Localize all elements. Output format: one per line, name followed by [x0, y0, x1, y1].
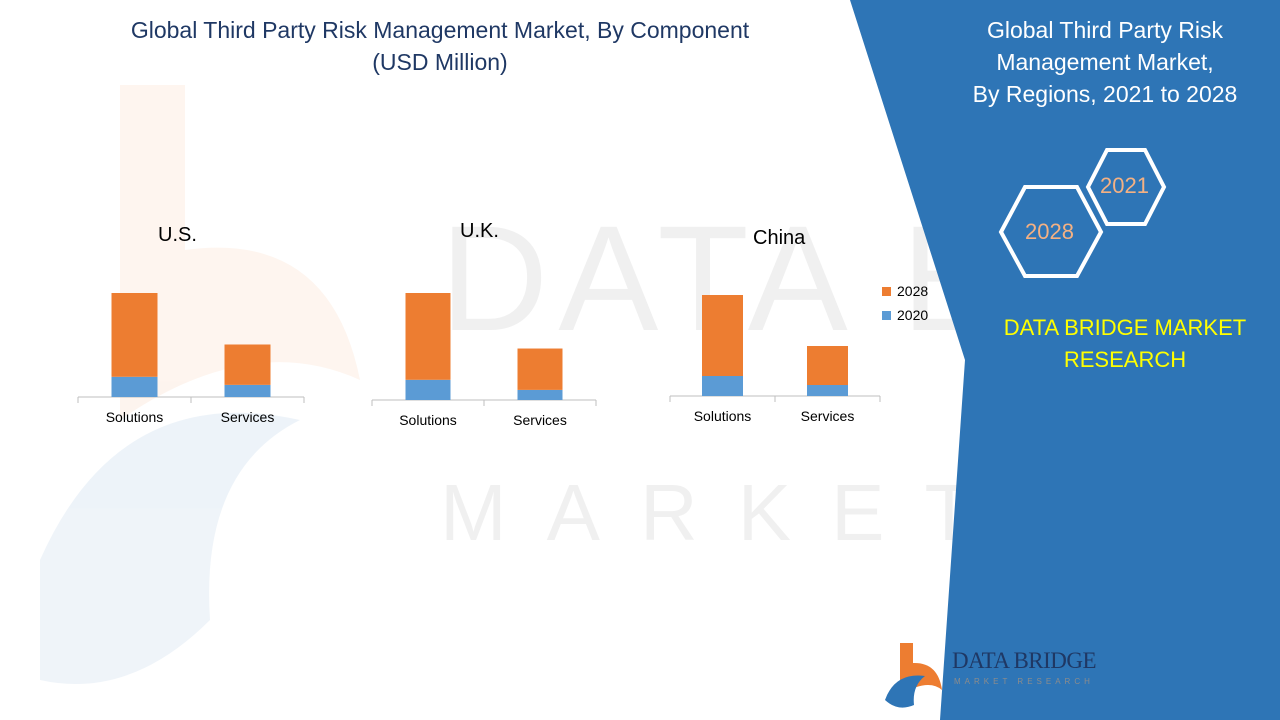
chart-title: Global Third Party Risk Management Marke…	[90, 14, 790, 78]
x-tick-label: Solutions	[694, 408, 752, 424]
x-tick-label: Services	[513, 412, 567, 428]
bar-solutions-2020	[111, 376, 158, 397]
legend: 2028 2020	[882, 279, 928, 327]
hex-front	[998, 185, 1104, 278]
logo-tagline: MARKET RESEARCH	[954, 677, 1094, 686]
hex-label-2028: 2028	[1025, 219, 1074, 244]
watermark-logo-orange	[120, 85, 360, 420]
brand-name: DATA BRIDGE MARKET RESEARCH	[985, 312, 1265, 376]
logo-icon	[885, 643, 942, 708]
chart-title-line2: (USD Million)	[372, 49, 508, 75]
panel-title: Global Third Party Risk Management Marke…	[940, 14, 1270, 110]
x-tick-label: Services	[221, 409, 275, 425]
bar-solutions-2028	[702, 295, 743, 376]
bar-solutions-2020	[405, 379, 451, 400]
legend-label-2028: 2028	[897, 283, 929, 299]
panel-background	[850, 0, 1280, 720]
brand-name-line2: RESEARCH	[1063, 347, 1187, 372]
bar-solutions-2020	[702, 376, 743, 396]
logo-name: DATA BRIDGE	[952, 648, 1097, 673]
brand-name-line1: DATA BRIDGE MARKET	[1003, 315, 1247, 340]
chart-label-uk: U.K.	[460, 220, 499, 242]
legend-swatch-2028	[882, 286, 891, 296]
legend-label-2020: 2020	[897, 307, 929, 323]
bar-services-2028	[517, 348, 563, 390]
watermark-logo-blue	[40, 412, 300, 684]
chart-title-line1: Global Third Party Risk Management Marke…	[130, 17, 750, 43]
chart-label-china: China	[753, 227, 806, 249]
x-tick-label: Solutions	[106, 409, 164, 425]
panel-title-line1: Global Third Party Risk	[986, 17, 1224, 43]
hex-back	[1085, 148, 1167, 226]
x-tick-label: Solutions	[399, 412, 457, 428]
legend-item-2020: 2020	[882, 303, 928, 327]
bar-services-2028	[807, 346, 848, 385]
bar-solutions-2028	[111, 293, 158, 377]
bar-services-2028	[224, 344, 271, 385]
bar-services-2020	[517, 389, 563, 400]
legend-swatch-2020	[882, 310, 891, 320]
x-tick-label: Services	[801, 408, 855, 424]
panel-title-line3: By Regions, 2021 to 2028	[972, 81, 1238, 107]
legend-item-2028: 2028	[882, 279, 928, 303]
bar-services-2020	[807, 385, 848, 396]
bar-services-2020	[224, 384, 271, 397]
chart-label-us: U.S.	[158, 224, 197, 246]
hex-label-2021: 2021	[1100, 173, 1149, 198]
panel-title-line2: Management Market,	[996, 49, 1214, 75]
bar-solutions-2028	[405, 293, 451, 380]
